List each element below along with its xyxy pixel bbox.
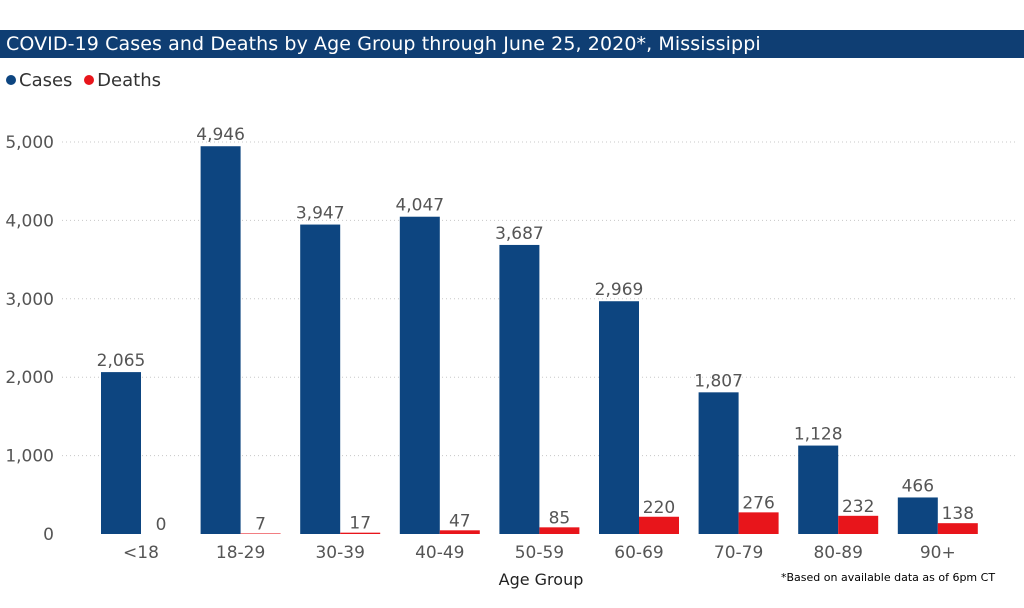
x-tick-label: 40-49 (415, 543, 464, 563)
data-label-deaths: 7 (255, 514, 266, 534)
bar-cases (200, 146, 241, 535)
data-label-deaths: 85 (549, 508, 571, 528)
bar-deaths (539, 527, 580, 534)
x-tick-label: 60-69 (614, 543, 663, 563)
y-tick-label: 4,000 (5, 211, 54, 231)
legend-label-deaths: Deaths (97, 69, 161, 91)
x-tick-label: 70-79 (714, 543, 763, 563)
legend-marker-cases (6, 75, 16, 85)
legend-marker-deaths (84, 75, 95, 85)
bar-deaths (738, 512, 779, 534)
legend-item-cases: Cases (6, 70, 72, 91)
chart-title-bar: COVID-19 Cases and Deaths by Age Group t… (0, 30, 1024, 58)
data-label-cases: 3,687 (495, 224, 544, 244)
data-label-cases: 4,946 (196, 125, 245, 145)
bar-deaths (340, 532, 381, 534)
y-tick-label: 3,000 (5, 290, 54, 310)
bar-deaths (439, 530, 480, 534)
data-label-cases: 2,065 (97, 351, 146, 371)
bar-cases (798, 445, 839, 534)
data-label-deaths: 47 (449, 511, 471, 531)
x-tick-label: <18 (123, 543, 159, 563)
x-tick-label: 50-59 (515, 543, 564, 563)
legend-label-cases: Cases (19, 69, 73, 91)
x-tick-label: 18-29 (216, 543, 265, 563)
y-tick-label: 1,000 (5, 447, 54, 467)
x-axis-title: Age Group (499, 570, 584, 589)
y-tick-label: 2,000 (5, 368, 54, 388)
data-label-cases: 2,969 (595, 280, 644, 300)
chart-legend: Cases Deaths (6, 69, 167, 93)
data-label-cases: 466 (902, 476, 934, 496)
chart-title: COVID-19 Cases and Deaths by Age Group t… (6, 33, 761, 55)
data-label-deaths: 276 (742, 493, 774, 513)
x-tick-label: 80-89 (813, 543, 862, 563)
x-tick-label: 90+ (920, 543, 956, 563)
data-label-cases: 1,128 (794, 425, 843, 445)
bar-cases (698, 392, 739, 534)
data-label-deaths: 138 (942, 504, 974, 524)
bar-deaths (240, 533, 281, 534)
bar-cases (599, 301, 639, 534)
x-tick-label: 30-39 (315, 543, 364, 563)
legend-item-deaths: Deaths (84, 70, 161, 91)
data-label-deaths: 220 (643, 498, 675, 518)
data-label-cases: 3,947 (296, 204, 345, 224)
data-label-cases: 4,047 (395, 196, 444, 216)
bar-cases (300, 224, 341, 534)
data-label-deaths: 17 (349, 514, 371, 534)
data-label-deaths: 0 (156, 515, 167, 535)
data-label-cases: 1,807 (694, 371, 743, 391)
bar-deaths (937, 523, 978, 534)
bar-cases (399, 216, 440, 534)
bar-deaths (838, 515, 879, 534)
y-tick-label: 5,000 (5, 133, 54, 153)
bar-cases (499, 244, 540, 534)
data-label-deaths: 232 (842, 497, 874, 517)
bar-deaths (639, 516, 679, 534)
y-tick-label: 0 (43, 525, 54, 545)
bar-cases (101, 372, 141, 534)
footnote: *Based on available data as of 6pm CT (781, 571, 996, 584)
bar-cases (897, 497, 938, 534)
